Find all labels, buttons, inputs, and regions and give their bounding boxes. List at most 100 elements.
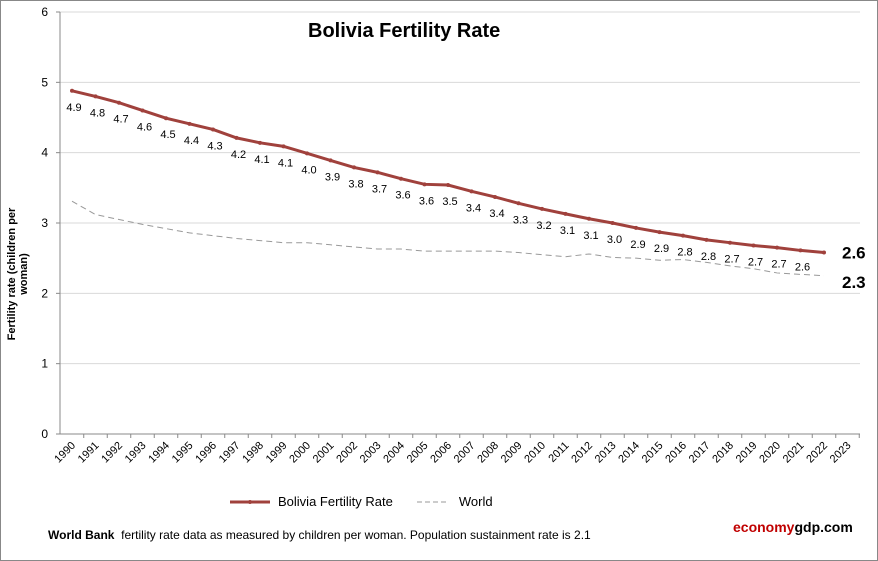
x-tick-label: 2011 (546, 440, 571, 465)
x-tick-label: 1997 (217, 440, 243, 466)
bolivia-point (516, 201, 521, 206)
bolivia-point (70, 88, 74, 93)
bolivia-point (704, 237, 709, 242)
x-tick-label: 2001 (311, 440, 337, 466)
x-tick-label: 2022 (804, 440, 830, 466)
bolivia-point (187, 121, 192, 126)
brand-logo: economygdp.com (733, 519, 853, 535)
x-tick-label: 2002 (334, 440, 360, 466)
bolivia-point (281, 144, 286, 149)
x-tick-label: 2023 (828, 440, 854, 466)
bolivia-data-label: 4.3 (207, 140, 222, 152)
x-tick-label: 2003 (358, 440, 384, 466)
bolivia-data-label: 4.1 (254, 154, 269, 166)
x-tick-label: 2010 (522, 440, 548, 466)
x-tick-label: 2005 (405, 440, 431, 466)
x-tick-label: 1990 (52, 440, 78, 466)
bolivia-point (728, 240, 732, 245)
x-tick-label: 1994 (146, 440, 172, 466)
y-tick-label: 2 (41, 286, 48, 300)
x-tick-label: 2008 (475, 440, 501, 466)
bolivia-point (587, 216, 591, 221)
bolivia-data-label: 2.8 (677, 247, 692, 259)
bolivia-data-label: 4.0 (301, 164, 316, 176)
x-tick-label: 2012 (569, 440, 595, 466)
bolivia-data-label: 3.9 (325, 171, 340, 183)
bolivia-point (258, 140, 262, 145)
bolivia-data-label: 3.6 (419, 195, 434, 207)
y-axis-label: Fertility rate (children per woman) (6, 207, 30, 341)
bolivia-point (751, 243, 756, 248)
x-tick-label: 2015 (640, 440, 666, 466)
x-tick-label: 2004 (381, 440, 407, 466)
x-tick-label: 2014 (616, 440, 642, 466)
bolivia-data-label: 4.5 (160, 129, 175, 141)
footer-source: World Bank (48, 528, 115, 542)
bolivia-point (775, 245, 779, 250)
x-tick-label: 2017 (687, 440, 713, 466)
bolivia-data-label: 4.1 (278, 157, 293, 169)
legend: Bolivia Fertility Rate World (228, 494, 493, 509)
bolivia-data-label: 3.0 (607, 234, 622, 246)
legend-bolivia-label: Bolivia Fertility Rate (278, 494, 393, 509)
x-tick-label: 2000 (287, 440, 313, 466)
y-tick-label: 6 (41, 5, 48, 19)
x-tick-label: 2016 (663, 440, 689, 466)
x-tick-label: 2007 (452, 440, 478, 466)
bolivia-data-label: 2.8 (701, 251, 716, 263)
x-tick-label: 1995 (170, 440, 196, 466)
x-tick-label: 2020 (757, 440, 783, 466)
world-end-label: 2.3 (842, 273, 866, 292)
bolivia-point (446, 183, 450, 188)
x-tick-label: 2013 (593, 440, 619, 466)
world-line (71, 200, 825, 277)
bolivia-data-label: 3.1 (560, 225, 575, 237)
bolivia-point (352, 165, 356, 170)
x-tick-label: 2018 (710, 440, 736, 466)
bolivia-data-label: 3.2 (536, 220, 551, 232)
bolivia-data-label: 4.8 (90, 107, 105, 119)
bolivia-data-label: 4.6 (137, 121, 152, 133)
bolivia-data-label: 2.7 (771, 259, 786, 271)
bolivia-data-label: 3.5 (442, 196, 457, 208)
brand-part2: gdp.com (794, 519, 853, 535)
bolivia-point (93, 94, 98, 99)
bolivia-end-label: 2.6 (842, 244, 866, 263)
x-tick-label: 1993 (123, 440, 149, 466)
x-tick-label: 2021 (781, 440, 807, 466)
brand-part1: economy (733, 519, 795, 535)
bolivia-point (211, 127, 215, 132)
y-tick-label: 1 (41, 357, 48, 371)
bolivia-point (164, 116, 168, 121)
bolivia-data-label: 3.1 (583, 230, 598, 242)
x-tick-label: 1998 (240, 440, 266, 466)
footer-text: fertility rate data as measured by child… (121, 528, 591, 542)
bolivia-point (305, 151, 309, 156)
bolivia-point (822, 250, 826, 255)
bolivia-point (117, 100, 121, 105)
x-tick-label: 2019 (734, 440, 760, 466)
legend-world-swatch (416, 501, 449, 502)
bolivia-point (681, 233, 685, 238)
bolivia-point (328, 158, 333, 163)
bolivia-data-label: 3.4 (466, 202, 481, 214)
legend-bolivia-swatch (230, 499, 270, 504)
x-tick-label: 1999 (264, 440, 290, 466)
bolivia-point (634, 225, 638, 230)
y-tick-label: 3 (41, 216, 48, 230)
bolivia-point (493, 194, 497, 199)
bolivia-data-label: 2.7 (724, 254, 739, 266)
bolivia-data-label: 2.6 (795, 261, 810, 273)
bolivia-data-label: 3.4 (489, 208, 504, 220)
bolivia-point (610, 221, 615, 225)
bolivia-data-label: 3.3 (513, 214, 528, 226)
x-tick-label: 1991 (76, 440, 102, 466)
footer-note: World Bank fertility rate data as measur… (48, 528, 591, 542)
legend-world-label: World (458, 494, 493, 509)
bolivia-point (798, 248, 803, 253)
bolivia-point (563, 211, 568, 216)
bolivia-point (399, 176, 403, 181)
bolivia-point (422, 182, 427, 187)
bolivia-point (469, 189, 474, 194)
